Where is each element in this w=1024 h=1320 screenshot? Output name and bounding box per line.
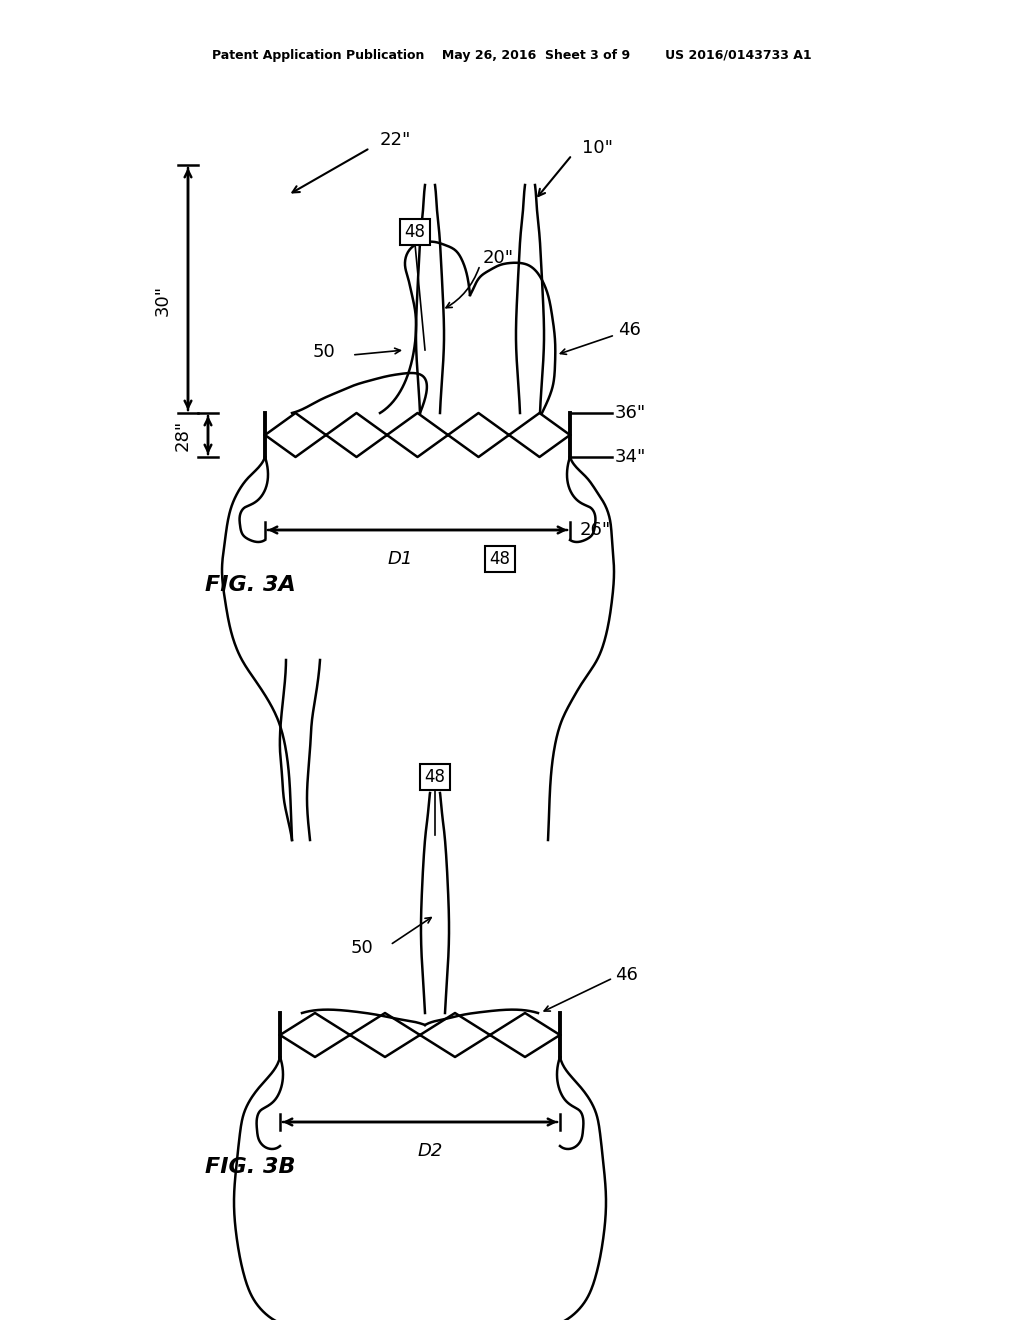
- Text: 46: 46: [618, 321, 641, 339]
- Text: 22": 22": [380, 131, 412, 149]
- Text: FIG. 3B: FIG. 3B: [205, 1158, 296, 1177]
- Text: D2: D2: [418, 1142, 442, 1160]
- Text: Patent Application Publication    May 26, 2016  Sheet 3 of 9        US 2016/0143: Patent Application Publication May 26, 2…: [212, 49, 812, 62]
- Text: 30": 30": [154, 284, 172, 315]
- Text: 50: 50: [350, 939, 373, 957]
- Text: 48: 48: [404, 223, 426, 242]
- Text: 36": 36": [615, 404, 646, 422]
- Text: 20": 20": [483, 249, 514, 267]
- Text: FIG. 3A: FIG. 3A: [205, 576, 296, 595]
- Text: 48: 48: [489, 550, 511, 568]
- Text: D1: D1: [387, 550, 413, 568]
- Text: 28": 28": [174, 420, 193, 450]
- Text: 46: 46: [615, 966, 638, 983]
- Text: 50: 50: [312, 343, 335, 360]
- Text: 10": 10": [582, 139, 613, 157]
- Text: 34": 34": [615, 447, 646, 466]
- Text: 26": 26": [580, 521, 611, 539]
- Text: 48: 48: [425, 768, 445, 785]
